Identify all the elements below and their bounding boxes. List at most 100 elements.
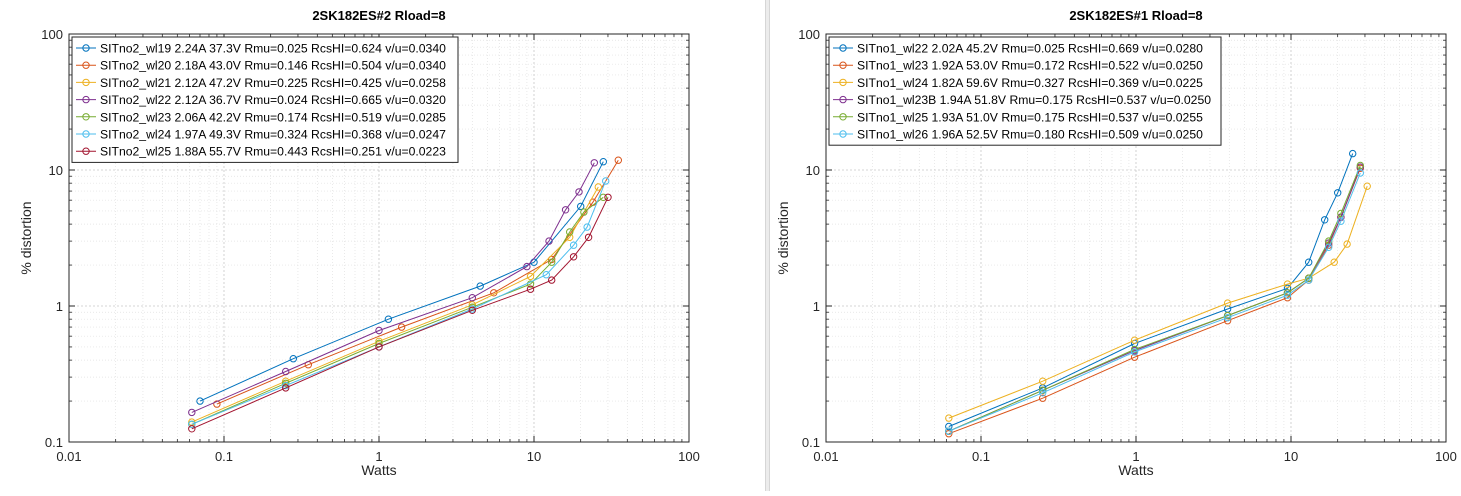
series-line [948, 153, 1354, 427]
data-point-marker [282, 381, 290, 390]
data-point-marker [1130, 348, 1139, 356]
series-line [199, 161, 604, 402]
legend-marker [839, 130, 847, 138]
data-point-marker [1039, 394, 1047, 402]
x-tick-label: 100 [678, 449, 700, 464]
data-point-marker [375, 326, 383, 335]
legend-entry: SITno2_wl20 2.18A 43.0V Rmu=0.146 RcsHI=… [100, 59, 446, 73]
data-point-marker [594, 183, 602, 191]
left-chart-panel: 0.01 0.1 1 10 100 0.1 1 10 100 2SK182ES#2 Rload=8… [18, 8, 700, 478]
data-point-marker [1337, 217, 1345, 225]
data-point-marker [1039, 386, 1047, 394]
data-point-marker [566, 228, 574, 236]
panel-divider[interactable] [765, 0, 770, 491]
data-point-marker [1330, 258, 1338, 266]
data-point-marker [604, 193, 612, 202]
series-line [191, 180, 607, 425]
data-point-marker [1356, 161, 1364, 170]
legend-entry: SITno2_wl25 1.88A 55.7V Rmu=0.443 RcsHI=… [100, 145, 446, 159]
data-point-marker [188, 408, 196, 417]
data-point-marker [375, 343, 383, 351]
legend-entry: SITno2_wl19 2.24A 37.3V Rmu=0.025 RcsHI=… [100, 42, 446, 56]
legend-entry: SITno1_wl24 1.82A 59.6V Rmu=0.327 RcsHI=… [857, 76, 1203, 90]
data-point-marker [289, 355, 297, 363]
x-tick-label: 0.1 [215, 449, 233, 464]
data-point-marker [575, 188, 583, 196]
series-line [216, 159, 619, 405]
data-point-marker [282, 367, 290, 376]
legend-entry: SITno1_wl23 1.92A 53.0V Rmu=0.172 RcsHI=… [857, 59, 1203, 73]
data-point-marker [468, 301, 476, 309]
legend-entry: SITno1_wl25 1.93A 51.0V Rmu=0.175 RcsHI=… [857, 110, 1203, 124]
x-tick-label: 0.01 [56, 449, 81, 464]
legend-box [828, 36, 1222, 146]
series-line [191, 162, 595, 413]
y-tick-label: 0.1 [45, 435, 63, 450]
data-point-marker [1283, 284, 1292, 292]
data-point-marker [282, 379, 290, 387]
x-tick-label: 0.1 [972, 449, 990, 464]
y-tick-label: 10 [806, 163, 820, 178]
data-point-marker [599, 193, 607, 202]
series-7 [188, 193, 612, 433]
series-1 [196, 158, 607, 405]
legend-marker [839, 61, 847, 69]
data-point-marker [1039, 389, 1047, 397]
data-point-marker [548, 276, 556, 284]
data-point-marker [1363, 182, 1371, 190]
x-axis-label: Watts [361, 462, 396, 478]
legend: SITno1_wl22 2.02A 45.2V Rmu=0.025 RcsHI=… [828, 36, 1222, 146]
data-point-marker [945, 414, 953, 422]
data-point-marker [1356, 169, 1364, 177]
chart-title: 2SK182ES#2 Rload=8 [312, 8, 445, 23]
series-line [191, 196, 604, 425]
legend-entry: SITno2_wl23 2.06A 42.2V Rmu=0.174 RcsHI=… [100, 110, 446, 124]
y-tick-label: 1 [56, 299, 63, 314]
legend-marker [839, 95, 847, 104]
data-point-marker [602, 177, 610, 185]
data-point-marker [526, 280, 535, 288]
legend-marker [82, 113, 90, 121]
data-point-marker [1349, 149, 1357, 158]
chart-title: 2SK182ES#1 Rload=8 [1069, 8, 1202, 23]
series-line [948, 172, 1361, 432]
x-tick-label: 10 [1284, 449, 1298, 464]
legend-marker [82, 78, 90, 87]
x-axis-label: Watts [1118, 462, 1153, 478]
legend-entry: SITno1_wl26 1.96A 52.5V Rmu=0.180 RcsHI=… [857, 128, 1203, 142]
series-6 [945, 169, 1364, 435]
legend-marker [839, 78, 847, 87]
y-tick-label: 0.1 [802, 435, 820, 450]
legend-box [71, 36, 459, 163]
data-point-marker [1321, 216, 1329, 224]
data-point-marker [282, 384, 290, 392]
grid-lines [826, 34, 1446, 442]
data-point-marker [397, 323, 406, 331]
legend-entry: SITno2_wl24 1.97A 49.3V Rmu=0.324 RcsHI=… [100, 128, 446, 142]
data-point-marker [1283, 291, 1292, 299]
data-point-marker [1283, 280, 1292, 288]
x-tick-label: 1 [375, 449, 382, 464]
series-6 [188, 177, 610, 428]
data-point-marker [590, 159, 598, 167]
y-tick-label: 10 [49, 163, 63, 178]
data-point-marker [375, 337, 383, 345]
data-point-marker [1223, 314, 1232, 322]
data-point-marker [584, 233, 593, 242]
data-point-marker [561, 206, 570, 214]
data-point-marker [945, 430, 953, 438]
data-point-marker [580, 208, 588, 216]
legend-marker [839, 44, 847, 52]
data-point-marker [583, 223, 591, 231]
legend-marker [82, 147, 90, 155]
legend-entry: SITno1_wl23B 1.94A 51.8V Rmu=0.175 RcsHI… [857, 93, 1211, 107]
y-axis-label: % distortion [775, 201, 791, 274]
data-point-marker [945, 422, 953, 431]
data-point-marker [468, 306, 476, 314]
data-point-marker [614, 156, 622, 164]
data-point-marker [1130, 336, 1139, 344]
series-line [948, 165, 1361, 432]
y-tick-label: 100 [41, 27, 63, 42]
data-point-marker [1334, 189, 1342, 197]
